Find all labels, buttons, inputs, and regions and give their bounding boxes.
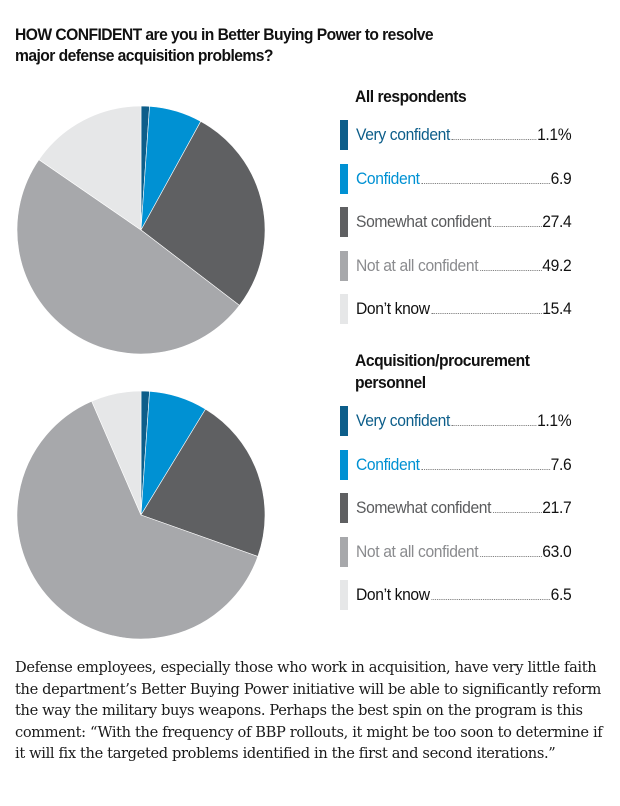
legend-text: Very confident 1.1%: [356, 125, 572, 145]
legend-item: Somewhat confident 27.4: [340, 207, 610, 237]
legend-value: 27.4: [542, 212, 572, 231]
leader-dots: [421, 468, 550, 470]
legend-label: Don’t know: [356, 299, 430, 318]
legend-text: Confident 6.9: [356, 168, 572, 189]
legend-swatch: [340, 163, 348, 194]
legend-swatch: [340, 250, 348, 281]
legend-label: Don’t know: [356, 585, 430, 604]
legend-title-line-2: personnel: [355, 373, 426, 392]
leader-dots: [492, 225, 542, 227]
chart-title: HOW CONFIDENT are you in Better Buying P…: [15, 24, 567, 66]
legend-item: Very confident 1.1%: [340, 120, 610, 150]
leader-dots: [431, 312, 542, 314]
legend-swatch: [340, 580, 348, 610]
legend-item: Don’t know 6.5: [340, 580, 610, 610]
legend-label: Very confident: [356, 125, 450, 144]
chart-title-line-1: HOW CONFIDENT are you in Better Buying P…: [15, 25, 434, 44]
leader-dots: [492, 511, 542, 513]
legend-value: 1.1%: [537, 411, 572, 430]
legend-text: Not at all confident 63.0: [356, 541, 572, 562]
legend-swatch: [340, 449, 348, 480]
legend-swatch: [340, 536, 348, 567]
legend-all-respondents: All respondents Very confident 1.1% Confid…: [340, 86, 610, 338]
pie-slice-not-at-all-confident: [16, 159, 240, 355]
legend-label: Not at all confident: [356, 541, 479, 561]
legend-value: 15.4: [542, 299, 572, 318]
pie-slice-somewhat-confident: [140, 408, 266, 557]
description-paragraph: Defense employees, especially those who …: [15, 659, 603, 762]
pie-slice-not-at-all-confident: [16, 400, 259, 640]
legend-item: Very confident 1.1%: [340, 406, 610, 436]
legend-swatch: [340, 294, 348, 324]
pie-chart-acquisition-personnel: [16, 390, 266, 640]
pie-slice-dont-know: [38, 105, 142, 231]
legend-value: 63.0: [542, 541, 572, 561]
legend-text: Confident 7.6: [356, 454, 572, 475]
legend-value: 49.2: [542, 255, 572, 275]
legend-text: Not at all confident 49.2: [356, 255, 572, 276]
legend-label: Not at all confident: [356, 255, 479, 275]
legend-item: Don’t know 15.4: [340, 294, 610, 324]
legend-swatch: [340, 207, 348, 237]
legend-text: Somewhat confident 21.7: [356, 498, 572, 518]
legend-title: Acquisition/procurement personnel: [355, 350, 590, 394]
chart-title-line-2: major defense acquisition problems?: [15, 46, 273, 65]
legend-swatch: [340, 406, 348, 436]
leader-dots: [421, 182, 550, 184]
legend-swatch: [340, 120, 348, 150]
legend-text: Somewhat confident 27.4: [356, 212, 572, 232]
legend-acquisition-personnel: Acquisition/procurement personnel Very c…: [340, 350, 610, 624]
pie-chart-all-respondents: [16, 105, 266, 355]
legend-value: 7.6: [550, 454, 572, 474]
legend-item: Somewhat confident 21.7: [340, 493, 610, 523]
legend-item: Not at all confident 49.2: [340, 250, 610, 281]
legend-text: Don’t know 15.4: [356, 299, 572, 319]
legend-title: All respondents: [355, 86, 590, 108]
leader-dots: [451, 138, 537, 140]
legend-label: Confident: [356, 168, 420, 188]
legend-title-text: All respondents: [355, 87, 467, 106]
legend-item: Not at all confident 63.0: [340, 536, 610, 567]
legend-text: Very confident 1.1%: [356, 411, 572, 431]
pie-slice-somewhat-confident: [140, 120, 266, 306]
legend-value: 6.9: [550, 168, 572, 188]
legend-text: Don’t know 6.5: [356, 585, 572, 605]
legend-title-line-1: Acquisition/procurement: [355, 351, 530, 370]
leader-dots: [480, 269, 542, 271]
leader-dots: [451, 424, 537, 426]
legend-label: Somewhat confident: [356, 212, 492, 231]
legend-item: Confident 7.6: [340, 449, 610, 480]
leader-dots: [431, 598, 550, 600]
legend-label: Confident: [356, 454, 420, 474]
pie-slice-dont-know: [91, 390, 142, 516]
legend-value: 21.7: [542, 498, 572, 517]
legend-label: Somewhat confident: [356, 498, 492, 517]
legend-label: Very confident: [356, 411, 450, 430]
legend-value: 6.5: [550, 585, 572, 604]
leader-dots: [480, 555, 542, 557]
legend-swatch: [340, 493, 348, 523]
legend-item: Confident 6.9: [340, 163, 610, 194]
legend-value: 1.1%: [537, 125, 572, 144]
